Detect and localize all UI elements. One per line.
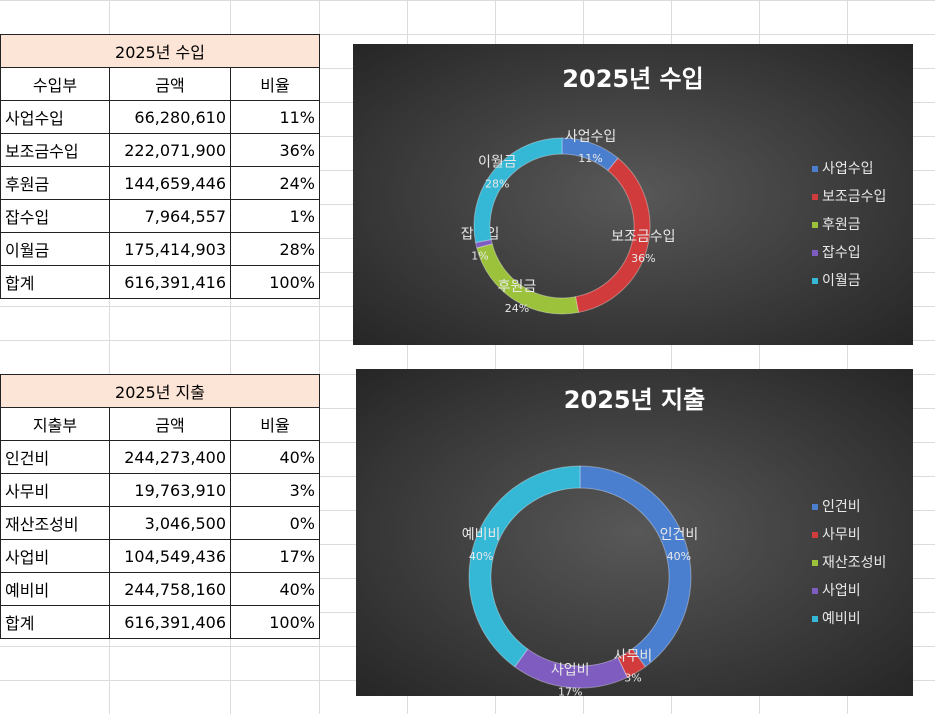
column-line — [583, 0, 584, 714]
cell: 사업비 — [0, 539, 110, 573]
data-label: 3% — [624, 672, 641, 685]
data-label-name: 보조금수입 — [611, 229, 675, 245]
donut-slice — [514, 648, 628, 689]
column-line — [109, 0, 110, 714]
cell: 100% — [230, 265, 320, 299]
cell: 예비비 — [0, 572, 110, 606]
donut-slice — [476, 243, 580, 315]
cell: 24% — [230, 166, 320, 200]
legend-label: 후원금 — [822, 217, 861, 233]
legend-label: 재산조성비 — [822, 555, 886, 571]
cell: 보조금수입 — [0, 133, 110, 167]
legend-label: 사업수입 — [822, 161, 874, 177]
data-label: 40% — [667, 550, 691, 563]
table: 2025년 수입 수입부 금액 비율 사업수입 66,280,610 11% 보조금수입 222… — [0, 34, 320, 299]
legend-label: 사업비 — [822, 583, 861, 599]
column-line — [407, 0, 408, 714]
data-label: 28% — [485, 177, 509, 190]
cell: 비율 — [230, 67, 320, 101]
donut-slice — [574, 157, 651, 314]
chart-title: 2025년 수입 — [562, 65, 703, 93]
cell: 1% — [230, 199, 320, 233]
donut-slice — [473, 137, 563, 244]
cell: 28% — [230, 232, 320, 266]
cell: 36% — [230, 133, 320, 167]
cell: 17% — [230, 539, 320, 573]
legend-swatch — [812, 278, 818, 284]
cell: 이월금 — [0, 232, 110, 266]
data-label-name: 인건비 — [660, 527, 699, 543]
cell: 3% — [230, 473, 320, 507]
column-line — [230, 0, 231, 714]
legend-swatch — [812, 532, 818, 538]
cell: 40% — [230, 440, 320, 474]
legend-swatch — [812, 166, 818, 172]
cell: 144,659,446 — [109, 166, 231, 200]
legend-swatch — [812, 588, 818, 594]
cell: 616,391,406 — [109, 605, 231, 639]
chart-area — [356, 369, 913, 696]
legend-swatch — [812, 504, 818, 510]
data-label-name: 후원금 — [498, 279, 537, 295]
cell: 사업수입 — [0, 100, 110, 134]
data-label-name: 사무비 — [614, 649, 653, 665]
data-label-name: 예비비 — [462, 527, 501, 543]
legend-swatch — [812, 560, 818, 566]
cell: 수입부 — [0, 67, 110, 101]
legend-label: 예비비 — [822, 611, 861, 627]
cell: 19,763,910 — [109, 473, 231, 507]
cell: 175,414,903 — [109, 232, 231, 266]
legend-swatch — [812, 194, 818, 200]
data-label: 36% — [631, 252, 655, 265]
cell: 3,046,500 — [109, 506, 231, 540]
data-label: 40% — [469, 550, 493, 563]
data-label-name: 이월금 — [478, 154, 517, 170]
legend-label: 잡수입 — [822, 245, 861, 261]
cell: 합계 — [0, 605, 110, 639]
column-line — [847, 0, 848, 714]
cell: 100% — [230, 605, 320, 639]
data-label-name: 사업비 — [551, 663, 590, 679]
legend-label: 인건비 — [822, 499, 861, 515]
data-label-name: 사업수입 — [565, 129, 617, 145]
cell: 616,391,416 — [109, 265, 231, 299]
legend-label: 사무비 — [822, 527, 861, 543]
data-label: 24% — [505, 302, 529, 315]
legend-label: 보조금수입 — [822, 189, 886, 205]
legend-swatch — [812, 616, 818, 622]
cell: 재산조성비 — [0, 506, 110, 540]
cell: 금액 — [109, 407, 231, 441]
cell: 244,758,160 — [109, 572, 231, 606]
cell: 사무비 — [0, 473, 110, 507]
chart-title: 2025년 지출 — [564, 386, 705, 414]
cell: 후원금 — [0, 166, 110, 200]
column-line — [671, 0, 672, 714]
table: 2025년 지출 지출부 금액 비율 인건비 244,273,400 40% 사무비 19,76… — [0, 374, 320, 639]
donut-slice — [468, 465, 581, 668]
donut-slice — [579, 465, 692, 668]
legend-label: 이월금 — [822, 273, 861, 289]
column-line — [319, 0, 320, 714]
cell: 11% — [230, 100, 320, 134]
legend-swatch — [812, 222, 818, 228]
data-label: 17% — [558, 686, 582, 699]
data-label: 1% — [471, 249, 488, 262]
legend-swatch — [812, 250, 818, 256]
cell: 비율 — [230, 407, 320, 441]
cell: 2025년 수입 — [0, 34, 320, 68]
column-line — [759, 0, 760, 714]
cell: 222,071,900 — [109, 133, 231, 167]
data-label: 11% — [578, 152, 602, 165]
cell: 66,280,610 — [109, 100, 231, 134]
cell: 0% — [230, 506, 320, 540]
column-line — [495, 0, 496, 714]
